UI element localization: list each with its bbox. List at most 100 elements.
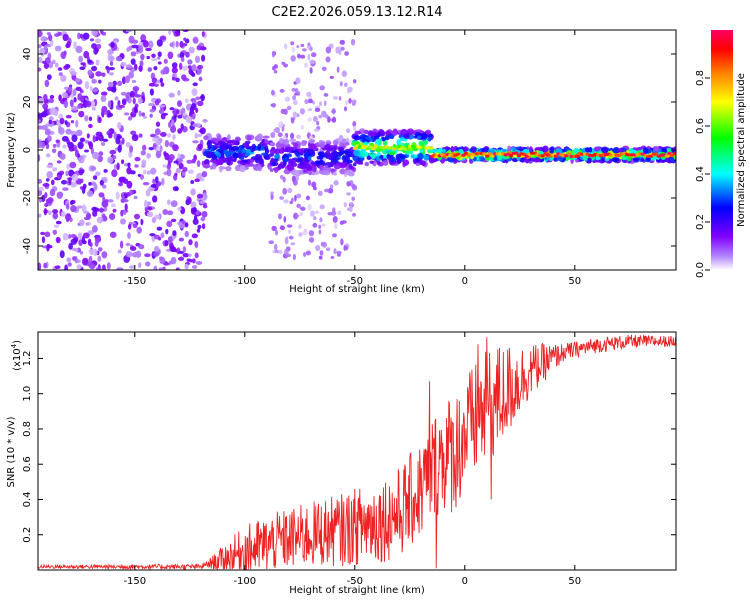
heatmap-cell-2 (331, 116, 337, 123)
heatmap-cell-0 (87, 59, 93, 64)
heatmap-cell-1 (239, 165, 247, 173)
heatmap-cell-0 (70, 71, 77, 76)
heatmap-cell-0 (166, 199, 171, 205)
heatmap-cell-0 (38, 113, 45, 118)
heatmap-cell-0 (181, 220, 186, 224)
heatmap-cell-2 (299, 212, 303, 216)
heatmap-cell-0 (166, 220, 173, 228)
heatmap-cell-2 (309, 67, 313, 74)
heatmap-cell-2 (344, 51, 349, 56)
heatmap-cell-0 (75, 45, 83, 54)
heatmap-cell-1 (264, 148, 270, 154)
heatmap-cell-0 (138, 262, 142, 269)
snr-multiplier-close: ) (12, 340, 23, 344)
heatmap-cell-3 (396, 139, 402, 145)
heatmap-cell-0 (88, 255, 93, 263)
heatmap-cell-2 (297, 53, 301, 59)
heatmap-cell-2 (340, 238, 344, 246)
heatmap-cell-0 (50, 179, 55, 186)
heatmap-cell-0 (177, 100, 182, 108)
heatmap-cell-0 (43, 98, 49, 104)
heatmap-cell-0 (175, 167, 181, 174)
heatmap-cell-0 (88, 123, 93, 129)
heatmap-cell-2 (314, 107, 321, 112)
heatmap-cell-0 (71, 105, 78, 111)
heatmap-cell-0 (98, 192, 105, 198)
heatmap-cell-0 (66, 257, 72, 263)
heatmap-cell-2 (294, 87, 299, 94)
heatmap-cell-0 (75, 129, 83, 137)
heatmap-cell-2 (295, 158, 303, 163)
heatmap-cell-2 (332, 215, 338, 223)
heatmap-cell-4 (611, 157, 619, 163)
heatmap-cell-0 (164, 240, 169, 246)
heatmap-cell-2 (352, 212, 356, 217)
heatmap-cell-2 (282, 160, 287, 167)
heatmap-cell-2 (289, 200, 294, 205)
heatmap-cell-2 (344, 99, 349, 106)
heatmap-cell-0 (60, 74, 67, 82)
heatmap-cell-2 (281, 126, 285, 132)
heatmap-cell-0 (64, 264, 68, 270)
heatmap-cell-0 (95, 59, 100, 66)
heatmap-cell-0 (86, 133, 90, 139)
heatmap-cell-0 (151, 77, 158, 84)
heatmap-cell-2 (344, 155, 351, 162)
heatmap-cell-2 (308, 237, 315, 243)
heatmap-cell-0 (82, 183, 87, 189)
heatmap-cell-2 (283, 135, 287, 139)
heatmap-cell-0 (201, 192, 208, 201)
heatmap-cell-0 (89, 38, 95, 42)
heatmap-cell-2 (322, 241, 327, 248)
heatmap-cell-2 (316, 121, 320, 126)
heatmap-cell-0 (154, 99, 160, 106)
heatmap-cell-0 (148, 146, 154, 151)
heatmap-cell-0 (101, 267, 107, 270)
heatmap-cell-0 (147, 201, 151, 206)
heatmap-cell-1 (244, 152, 251, 157)
heatmap-cell-2 (339, 81, 343, 87)
heatmap-cell-0 (157, 51, 162, 58)
heatmap-cell-4 (587, 157, 592, 162)
heatmap-cell-0 (148, 82, 156, 87)
heatmap-cell-0 (69, 99, 74, 108)
heatmap-cell-1 (205, 151, 214, 159)
heatmap-cell-0 (120, 91, 127, 96)
heatmap-cell-2 (271, 161, 279, 167)
heatmap-cell-0 (201, 223, 206, 230)
heatmap-cell-0 (151, 53, 156, 58)
heatmap-cell-0 (194, 178, 200, 183)
heatmap-cell-0 (52, 212, 59, 220)
heatmap-cell-0 (112, 155, 117, 160)
heatmap-cell-4 (582, 154, 589, 161)
heatmap-cell-0 (121, 76, 126, 85)
heatmap-cell-0 (140, 53, 145, 61)
heatmap-cell-0 (102, 213, 106, 219)
heatmap-cell-0 (184, 98, 189, 103)
heatmap-cell-0 (178, 256, 185, 261)
snr-multiplier-base: (x10 (12, 348, 23, 371)
heatmap-cell-0 (93, 47, 99, 55)
y-tick-label: 0 (22, 147, 33, 153)
heatmap-cell-0 (101, 105, 108, 114)
heatmap-cell-4 (528, 146, 533, 152)
heatmap-cell-2 (306, 165, 313, 172)
heatmap-cell-2 (330, 168, 335, 173)
heatmap-cell-0 (117, 135, 123, 140)
heatmap-cell-0 (175, 267, 180, 270)
heatmap-cell-0 (131, 79, 137, 84)
heatmap-cell-3 (369, 149, 375, 153)
heatmap-cell-4 (669, 154, 675, 158)
heatmap-cell-4 (629, 149, 637, 155)
heatmap-cell-0 (154, 128, 161, 136)
heatmap-cell-2 (343, 245, 347, 252)
heatmap-cell-2 (271, 89, 275, 96)
heatmap-cell-2 (279, 225, 286, 231)
heatmap-cell-4 (575, 158, 580, 163)
heatmap-cell-0 (159, 256, 166, 265)
heatmap-cell-0 (142, 115, 147, 119)
heatmap-cell-2 (284, 96, 291, 102)
heatmap-cell-4 (643, 147, 648, 155)
heatmap-cell-0 (181, 171, 186, 177)
heatmap-cell-0 (100, 94, 107, 103)
